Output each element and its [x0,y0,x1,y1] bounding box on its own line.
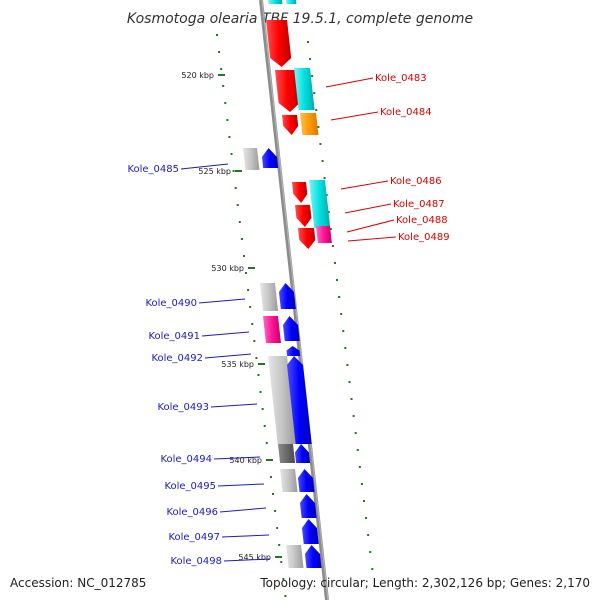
gene-feature [304,545,322,568]
gene-label[interactable]: Kole_0488 [396,215,448,226]
scale-tick-label: 535 kbp [221,360,254,369]
scale-tick-label: 545 kbp [238,553,271,562]
gene-feature [286,356,312,444]
gene-label[interactable]: Kole_0486 [390,176,442,187]
gene-label[interactable]: Kole_0496 [166,507,218,518]
gene-feature [295,205,312,227]
gene-leader-line [340,180,389,190]
accession-text: Accession: NC_012785 [10,576,147,590]
gene-leader-line [213,456,261,460]
gene-label[interactable]: Kole_0487 [393,199,445,210]
gene-feature [309,180,331,228]
gene-label[interactable]: Kole_0495 [164,481,216,492]
gene-leader-line [330,111,379,121]
gene-feature [286,0,297,4]
gene-feature [299,494,317,518]
gene-feature [280,469,298,492]
gene-feature [275,70,300,112]
gene-label[interactable]: Kole_0497 [168,532,220,543]
gene-label[interactable]: Kole_0485 [127,164,179,175]
gene-leader-line [325,77,374,88]
scale-tick-label: 525 kbp [198,167,231,176]
scale-tick-label: 540 kbp [229,456,262,465]
gene-feature [297,469,315,492]
scale-tick-label: 530 kbp [211,264,244,273]
gene-feature [282,115,299,135]
gene-leader-line [223,558,271,562]
gene-leader-line [344,203,392,214]
scale-ticks: 520 kbp 525 kbp 530 kbp 535 kbp 540 kbp 545 k… [181,71,282,562]
gene-label[interactable]: Kole_0490 [145,298,197,309]
gene-feature [260,283,279,311]
gene-feature [300,113,319,135]
gene-feature [286,545,304,568]
gene-feature [298,228,316,249]
gene-leader-line [180,163,229,170]
gene-label[interactable]: Kole_0489 [398,232,450,243]
gene-leader-line [347,236,397,242]
gene-feature [261,148,279,168]
gene-feature [316,226,332,243]
gene-label[interactable]: Kole_0483 [375,73,427,84]
gene-leader-line [221,534,270,538]
gene-feature [282,316,300,341]
gene-label[interactable]: Kole_0494 [160,454,212,465]
gene-leader-line [210,403,258,408]
gene-feature [243,148,260,170]
gene-feature [301,519,319,544]
gene-leader-line [198,298,246,304]
gene-labels: Kole_0483 Kole_0484 Kole_0485 Kole_0486 Kole… [127,73,449,567]
gene-label[interactable]: Kole_0484 [380,107,432,118]
gene-features [243,0,332,568]
gene-leader-line [346,219,395,233]
scale-tick-label: 520 kbp [181,71,214,80]
gene-feature [268,0,283,4]
gene-leader-line [219,507,267,513]
gene-label[interactable]: Kole_0498 [170,556,222,567]
gene-leader-line [201,331,250,337]
gene-feature [268,356,297,444]
gene-feature [286,346,301,356]
gene-feature [292,182,308,203]
gene-feature [294,444,311,463]
gene-feature [263,316,281,343]
gene-leader-line [217,483,265,487]
gene-leader-line [204,353,252,359]
topology-text: Topology: circular; Length: 2,302,126 bp… [260,576,590,590]
gene-label[interactable]: Kole_0491 [148,331,200,342]
gene-feature [278,283,296,309]
genome-title: Kosmotoga olearia TBF 19.5.1, complete g… [127,11,473,27]
outer-ruler-dots [216,34,376,597]
backbone-highlight [261,0,329,600]
gene-feature [294,68,315,110]
gene-feature [266,20,292,67]
gene-label[interactable]: Kole_0492 [151,353,203,364]
gene-label[interactable]: Kole_0493 [157,402,209,413]
gene-feature [278,444,296,463]
